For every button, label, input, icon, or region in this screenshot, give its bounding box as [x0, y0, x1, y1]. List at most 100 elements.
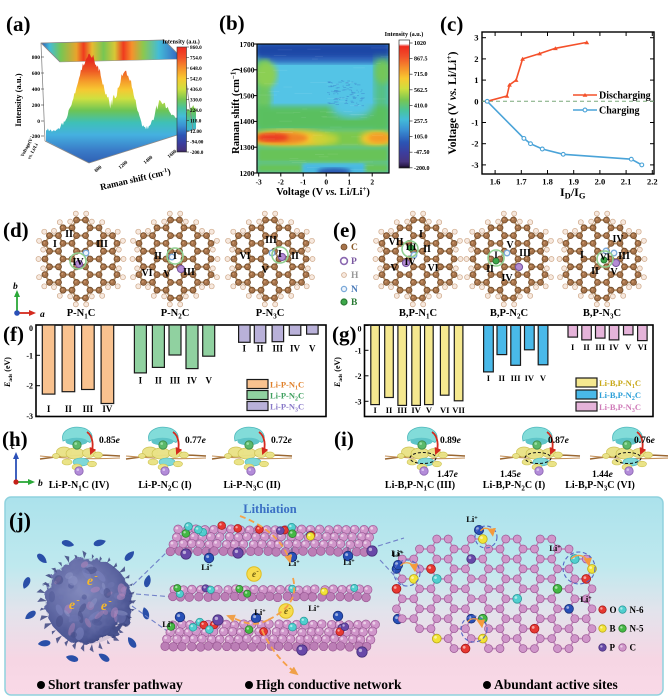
svg-text:II: II [291, 251, 299, 262]
svg-text:-3: -3 [256, 178, 262, 187]
svg-text:I: I [139, 376, 143, 386]
svg-text:III: III [595, 342, 606, 352]
svg-text:Charging: Charging [599, 106, 640, 117]
svg-text:II: II [486, 264, 494, 275]
svg-text:0.77e: 0.77e [185, 436, 207, 446]
svg-text:1.9: 1.9 [568, 177, 579, 187]
svg-text:Discharging: Discharging [599, 91, 651, 102]
svg-text:600: 600 [32, 71, 41, 77]
svg-text:400: 400 [32, 87, 41, 93]
svg-text:2.2: 2.2 [647, 177, 658, 187]
svg-text:1400: 1400 [143, 155, 154, 166]
svg-text:Voltage (V vs. Li/Li+): Voltage (V vs. Li/Li+) [276, 185, 370, 198]
svg-text:2.1: 2.1 [621, 177, 632, 187]
svg-text:III: III [406, 242, 417, 252]
svg-text:800: 800 [32, 55, 41, 61]
svg-text:-: - [256, 567, 259, 575]
svg-text:1300: 1300 [240, 143, 255, 152]
svg-text:1200: 1200 [240, 169, 255, 178]
svg-text:H: H [351, 271, 359, 281]
svg-text:IV: IV [102, 404, 113, 414]
svg-text:III: III [511, 373, 522, 383]
svg-text:0: 0 [324, 178, 328, 187]
svg-text:P: P [351, 257, 357, 267]
svg-text:a: a [40, 310, 45, 320]
svg-text:0: 0 [474, 96, 478, 106]
svg-text:-1: -1 [26, 351, 33, 360]
svg-text:1600: 1600 [167, 149, 178, 160]
svg-text:-3: -3 [26, 412, 33, 421]
svg-text:-: - [76, 595, 79, 606]
svg-text:1700: 1700 [240, 40, 255, 49]
svg-text:Li+: Li+ [580, 594, 592, 604]
svg-text:(c): (c) [440, 12, 463, 36]
svg-text:257.5: 257.5 [414, 119, 428, 125]
svg-text:III: III [83, 404, 94, 414]
svg-text:-2: -2 [278, 178, 284, 187]
svg-text:1: 1 [347, 178, 351, 187]
svg-text:Eads (eV): Eads (eV) [3, 357, 14, 388]
svg-text:b: b [13, 282, 18, 292]
svg-text:e: e [284, 606, 288, 616]
svg-text:1200: 1200 [118, 160, 129, 171]
svg-text:II: II [65, 229, 73, 240]
svg-text:1400: 1400 [240, 117, 255, 126]
svg-text:V: V [610, 267, 618, 278]
svg-text:410.0: 410.0 [414, 103, 428, 109]
svg-text:200: 200 [32, 103, 41, 109]
svg-text:VI: VI [141, 268, 152, 279]
svg-text:Li-P-N2C (I): Li-P-N2C (I) [138, 480, 191, 492]
svg-text:Li-B,P-N3C (VI): Li-B,P-N3C (VI) [565, 480, 635, 492]
svg-text:III: III [265, 235, 277, 246]
svg-text:Li+: Li+ [162, 619, 174, 629]
svg-text:Intensity (a.u.): Intensity (a.u.) [13, 73, 23, 126]
svg-text:b: b [38, 479, 43, 489]
svg-text:715.0: 715.0 [414, 72, 428, 78]
svg-text:0: 0 [37, 119, 40, 125]
svg-text:I: I [47, 404, 51, 414]
svg-text:Li-P-N3C (II): Li-P-N3C (II) [223, 480, 280, 492]
svg-text:-: - [94, 571, 97, 582]
svg-text:N-6: N-6 [630, 605, 644, 615]
svg-text:1: 1 [474, 75, 478, 85]
svg-text:436.0: 436.0 [190, 87, 202, 93]
svg-text:(j): (j) [9, 508, 31, 533]
svg-text:105.0: 105.0 [414, 135, 428, 141]
svg-text:P-N3C: P-N3C [256, 308, 285, 321]
svg-text:562.5: 562.5 [414, 88, 428, 94]
svg-text:I: I [278, 249, 282, 260]
svg-text:648.0: 648.0 [190, 66, 202, 72]
svg-text:High conductive network: High conductive network [256, 677, 402, 692]
svg-text:Li+: Li+ [549, 543, 561, 553]
svg-text:1.7: 1.7 [516, 177, 527, 187]
svg-text:II: II [155, 376, 163, 386]
svg-text:III: III [397, 405, 408, 415]
svg-text:C: C [630, 643, 637, 653]
svg-text:-2: -2 [26, 382, 33, 391]
svg-text:Li+: Li+ [392, 549, 404, 559]
svg-text:B: B [351, 298, 358, 308]
svg-text:V: V [426, 405, 433, 415]
svg-text:867.5: 867.5 [414, 57, 428, 63]
svg-text:-: - [288, 604, 291, 612]
svg-text:-2: -2 [471, 139, 478, 149]
svg-text:P-N1C: P-N1C [67, 308, 96, 321]
svg-text:I: I [580, 250, 584, 261]
svg-text:II: II [423, 244, 431, 255]
svg-text:B: B [610, 624, 616, 634]
svg-text:Li+: Li+ [343, 557, 355, 567]
svg-text:II: II [386, 405, 393, 415]
svg-text:Li-B,P-N1C (III): Li-B,P-N1C (III) [385, 480, 455, 492]
svg-text:I: I [373, 405, 377, 415]
svg-text:V: V [506, 240, 514, 251]
svg-text:-200.0: -200.0 [414, 166, 430, 172]
svg-text:1020: 1020 [414, 41, 426, 47]
svg-text:e: e [101, 599, 107, 614]
svg-text:Abundant active sites: Abundant active sites [494, 677, 618, 692]
svg-text:II: II [256, 344, 264, 354]
svg-text:V: V [540, 373, 547, 383]
svg-text:-94.00: -94.00 [190, 139, 204, 145]
svg-text:Li+: Li+ [201, 562, 213, 572]
svg-text:(a): (a) [6, 12, 31, 36]
svg-text:VII: VII [388, 237, 403, 248]
